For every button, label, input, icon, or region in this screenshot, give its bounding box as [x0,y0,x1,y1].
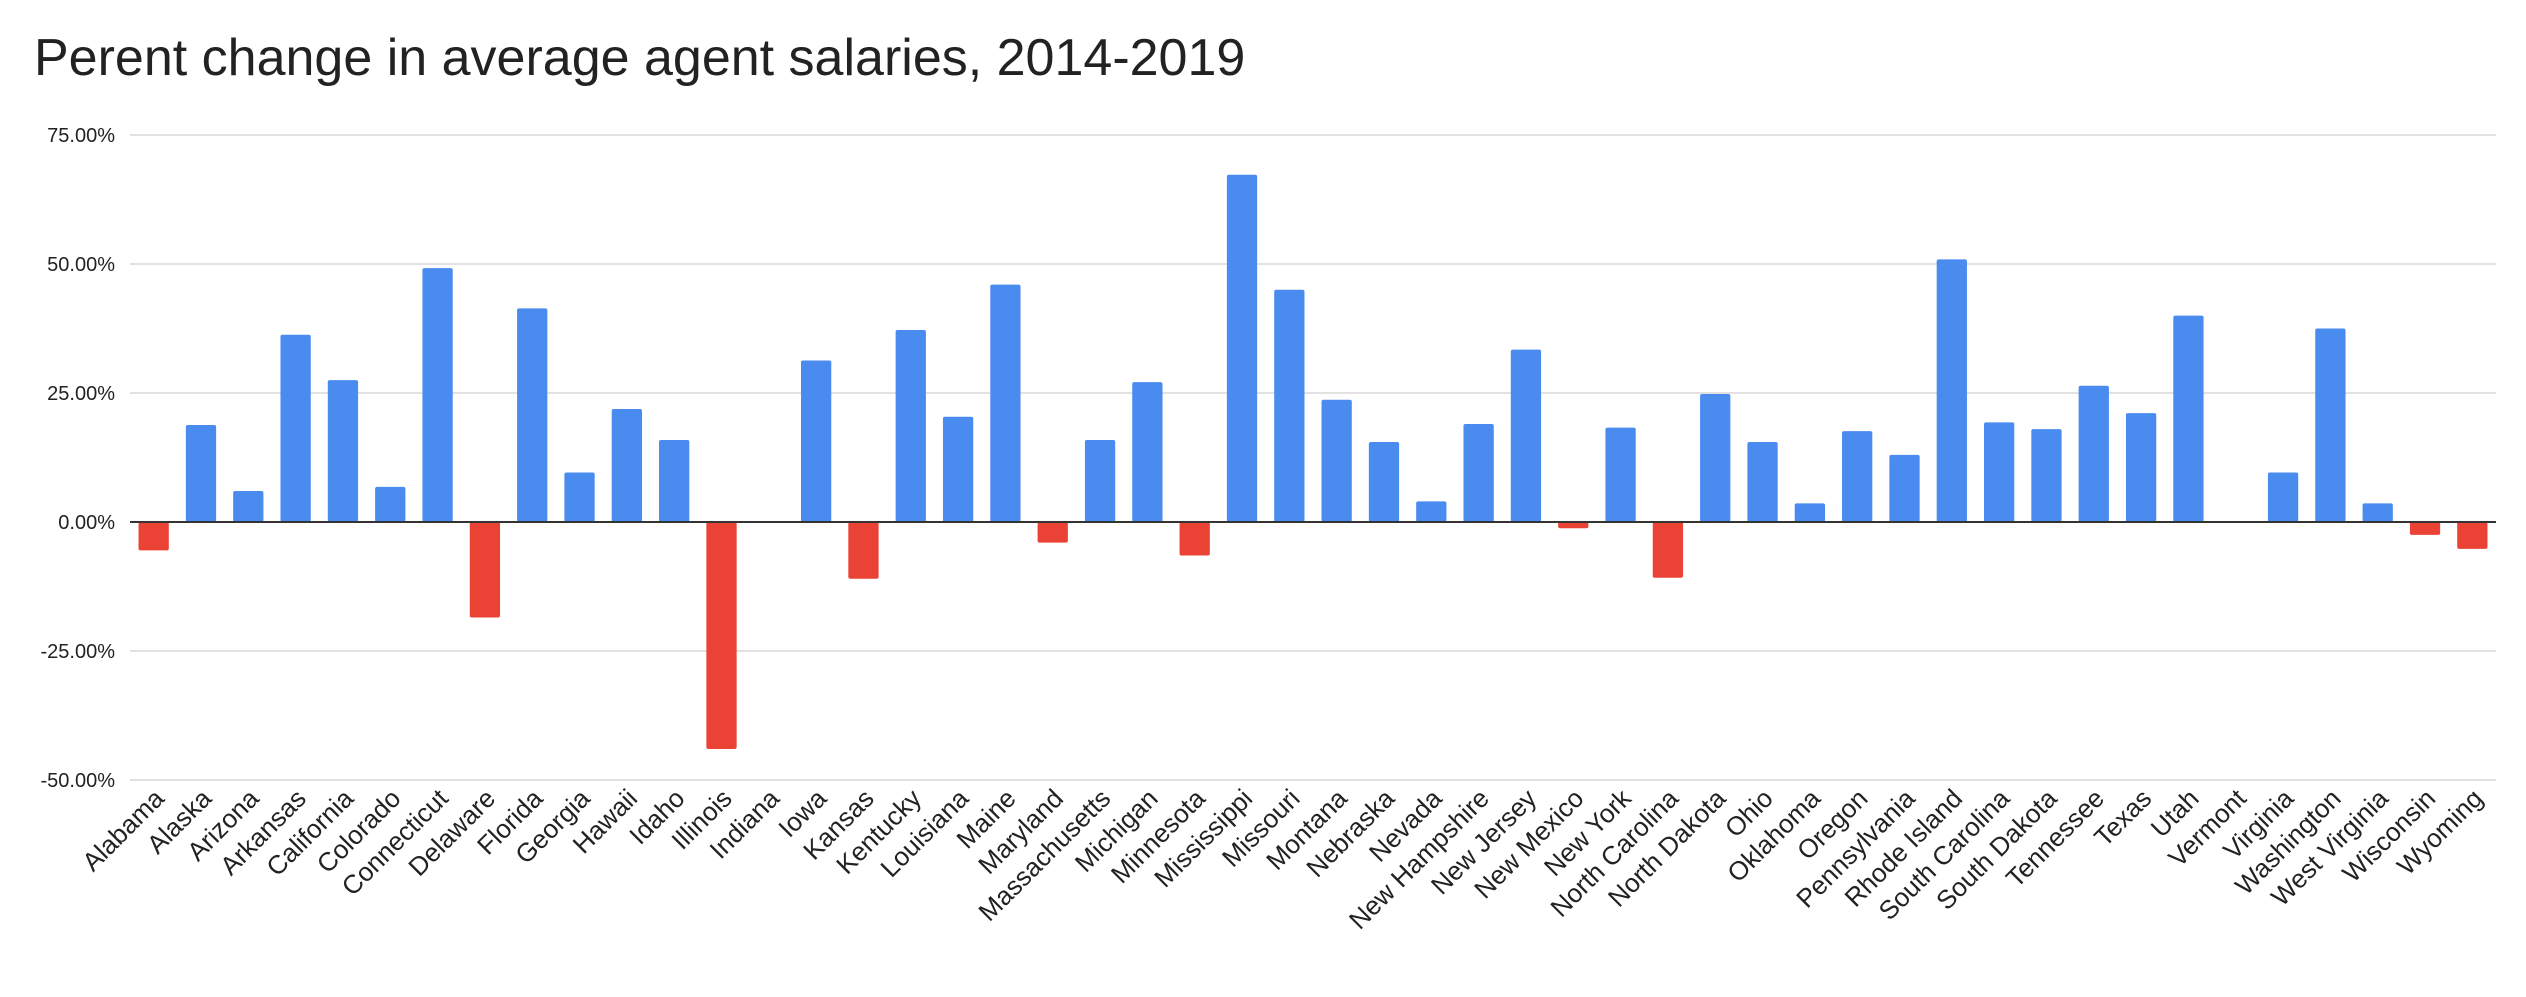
bar-iowa [800,360,832,522]
bar-new-jersey [1510,349,1542,522]
bar-virginia [2267,472,2299,522]
bar-north-dakota [1700,394,1731,522]
bar-arizona [233,491,264,522]
y-tick-label: 50.00% [47,254,115,276]
y-tick-label: 75.00% [47,125,115,147]
bar-utah [2173,315,2204,522]
bar-louisiana [942,416,974,522]
bar-massachusetts [1084,439,1116,522]
bar-montana [1321,399,1352,522]
bar-nebraska [1368,442,1400,522]
bar-oklahoma [1794,503,1826,522]
bar-south-carolina [1983,422,2015,522]
bar-maine [990,284,1021,522]
bar-texas [2125,413,2157,522]
bar-rhode-island [1936,259,1967,522]
bar-idaho [659,439,690,522]
bar-colorado [375,486,406,522]
bar-nevada [1416,501,1447,522]
bar-minnesota [1179,522,1210,556]
bar-west-virginia [2362,503,2393,522]
bar-wisconsin [2409,522,2441,535]
bar-wyoming [2457,522,2488,549]
bar-new-mexico [1558,522,1589,529]
bar-new-york [1605,427,1636,522]
bar-alabama [138,522,169,551]
bar-delaware [469,522,501,618]
bar-california [327,380,359,522]
bar-ohio [1747,442,1778,522]
bar-oregon [1842,431,1873,522]
bar-georgia [564,472,595,522]
bar-mississippi [1226,174,1258,522]
y-tick-label: -50.00% [41,770,116,792]
bar-hawaii [611,408,643,522]
bar-kentucky [895,330,926,522]
bar-maryland [1037,522,1068,543]
bar-missouri [1274,289,1305,522]
bar-florida [517,308,548,522]
bar-south-dakota [2031,429,2062,522]
bar-connecticut [422,268,453,522]
bar-pennsylvania [1889,454,1920,522]
bar-alaska [185,424,217,522]
bar-new-hampshire [1463,423,1494,522]
bar-north-carolina [1652,522,1684,578]
y-tick-label: 0.00% [58,512,115,534]
bar-tennessee [2078,385,2109,522]
bar-illinois [706,522,737,750]
bar-arkansas [280,334,311,522]
chart-title: Perent change in average agent salaries,… [34,29,1246,87]
bar-kansas [848,522,879,579]
bar-washington [2315,328,2346,522]
y-tick-label: -25.00% [41,641,116,663]
bar-michigan [1132,382,1163,522]
y-tick-label: 25.00% [47,383,115,405]
